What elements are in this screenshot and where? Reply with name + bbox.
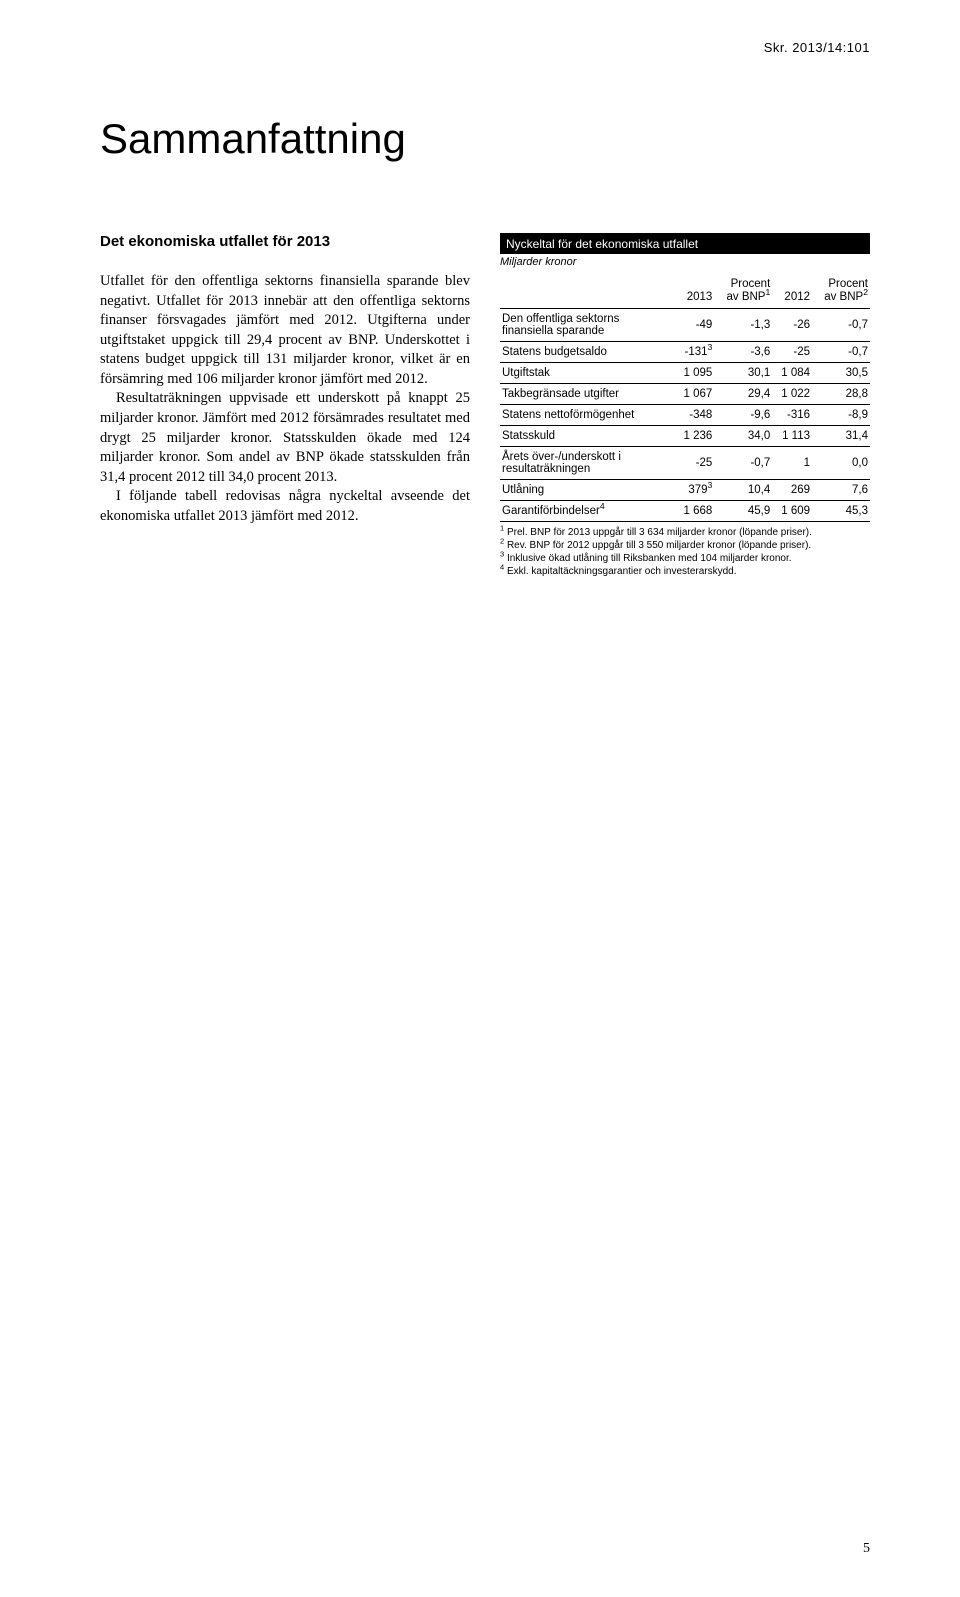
key-figures-table: 2013 Procent av BNP1 2012 Procent av: [500, 274, 870, 522]
col-header-bottom: av BNP1: [726, 291, 770, 303]
cell: 3793: [675, 480, 715, 501]
cell: -0,7: [714, 447, 772, 480]
col-header-bottom: 2012: [784, 291, 810, 303]
cell: 1: [772, 447, 812, 480]
col-header-bottom: 2013: [687, 291, 713, 303]
footnote: 1 Prel. BNP för 2013 uppgår till 3 634 m…: [500, 526, 870, 539]
section-subheading: Det ekonomiska utfallet för 2013: [100, 233, 470, 250]
table-row: Takbegränsade utgifter1 06729,41 02228,8: [500, 384, 870, 405]
paragraph: Utfallet för den offentliga sektorns fin…: [100, 272, 470, 389]
table-row: Garantiförbindelser41 66845,91 60945,3: [500, 501, 870, 522]
col-header: Procent av BNP2: [812, 274, 870, 309]
table-footnotes: 1 Prel. BNP för 2013 uppgår till 3 634 m…: [500, 526, 870, 578]
cell: 30,1: [714, 363, 772, 384]
page: Skr. 2013/14:101 Sammanfattning Det ekon…: [0, 0, 960, 1597]
table-row: Statens budgetsaldo-1313-3,6-25-0,7: [500, 342, 870, 363]
table-row: Utlåning379310,42697,6: [500, 480, 870, 501]
cell: -49: [675, 309, 715, 342]
table-title: Nyckeltal för det ekonomiska utfallet: [500, 233, 870, 254]
cell: -3,6: [714, 342, 772, 363]
cell: -0,7: [812, 309, 870, 342]
row-label: Årets över-/underskott i resultaträkning…: [500, 447, 675, 480]
cell: 31,4: [812, 426, 870, 447]
doc-reference: Skr. 2013/14:101: [100, 40, 870, 55]
cell: 1 668: [675, 501, 715, 522]
col-header: 2012: [772, 274, 812, 309]
col-header-bottom: av BNP2: [824, 291, 868, 303]
page-title: Sammanfattning: [100, 115, 870, 163]
col-header: 2013: [675, 274, 715, 309]
cell: -1,3: [714, 309, 772, 342]
cell: -9,6: [714, 405, 772, 426]
col-header-empty: [500, 274, 675, 309]
cell: 1 095: [675, 363, 715, 384]
cell: 269: [772, 480, 812, 501]
cell: -25: [675, 447, 715, 480]
row-label: Garantiförbindelser4: [500, 501, 675, 522]
left-column: Det ekonomiska utfallet för 2013 Utfalle…: [100, 233, 470, 578]
cell: 1 113: [772, 426, 812, 447]
cell: 30,5: [812, 363, 870, 384]
cell: -26: [772, 309, 812, 342]
cell: 1 236: [675, 426, 715, 447]
cell: -0,7: [812, 342, 870, 363]
row-label: Den offentliga sektorns finansiella spar…: [500, 309, 675, 342]
table-row: Utgiftstak1 09530,11 08430,5: [500, 363, 870, 384]
two-column-layout: Det ekonomiska utfallet för 2013 Utfalle…: [100, 233, 870, 578]
cell: 28,8: [812, 384, 870, 405]
cell: 10,4: [714, 480, 772, 501]
cell: -316: [772, 405, 812, 426]
col-header: Procent av BNP1: [714, 274, 772, 309]
cell: -8,9: [812, 405, 870, 426]
paragraph: I följande tabell redovisas några nyckel…: [100, 487, 470, 526]
row-label: Utgiftstak: [500, 363, 675, 384]
row-label: Statens nettoförmögenhet: [500, 405, 675, 426]
cell: -1313: [675, 342, 715, 363]
cell: 29,4: [714, 384, 772, 405]
table-row: Statens nettoförmögenhet-348-9,6-316-8,9: [500, 405, 870, 426]
table-subtitle: Miljarder kronor: [500, 256, 870, 268]
cell: 1 609: [772, 501, 812, 522]
table-row: Statsskuld1 23634,01 11331,4: [500, 426, 870, 447]
cell: 1 022: [772, 384, 812, 405]
footnote: 3 Inklusive ökad utlåning till Riksbanke…: [500, 552, 870, 565]
cell: 45,3: [812, 501, 870, 522]
row-label: Utlåning: [500, 480, 675, 501]
row-label: Takbegränsade utgifter: [500, 384, 675, 405]
cell: -348: [675, 405, 715, 426]
right-column: Nyckeltal för det ekonomiska utfallet Mi…: [500, 233, 870, 578]
page-number: 5: [863, 1541, 870, 1557]
table-row: Den offentliga sektorns finansiella spar…: [500, 309, 870, 342]
table-body: Den offentliga sektorns finansiella spar…: [500, 309, 870, 522]
paragraph: Resultaträkningen uppvisade ett undersko…: [100, 389, 470, 487]
footnote: 4 Exkl. kapitaltäckningsgarantier och in…: [500, 565, 870, 578]
cell: 7,6: [812, 480, 870, 501]
footnote: 2 Rev. BNP för 2012 uppgår till 3 550 mi…: [500, 539, 870, 552]
cell: -25: [772, 342, 812, 363]
cell: 45,9: [714, 501, 772, 522]
cell: 0,0: [812, 447, 870, 480]
row-label: Statsskuld: [500, 426, 675, 447]
table-header: 2013 Procent av BNP1 2012 Procent av: [500, 274, 870, 309]
row-label: Statens budgetsaldo: [500, 342, 675, 363]
table-row: Årets över-/underskott i resultaträkning…: [500, 447, 870, 480]
cell: 34,0: [714, 426, 772, 447]
cell: 1 084: [772, 363, 812, 384]
cell: 1 067: [675, 384, 715, 405]
